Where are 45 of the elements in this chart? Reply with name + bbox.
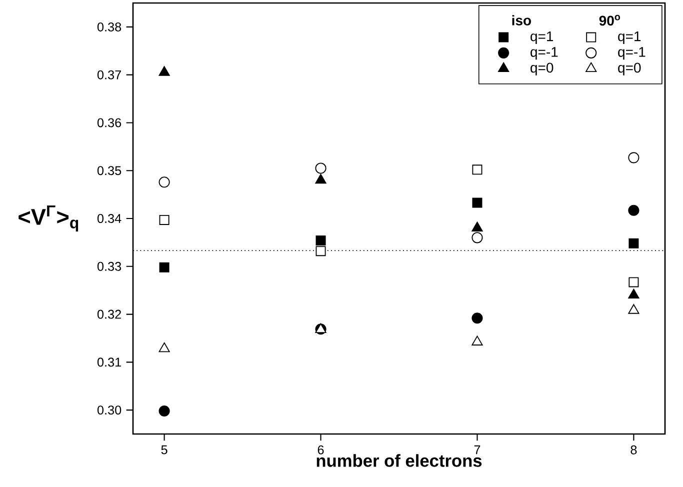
point	[159, 262, 170, 272]
point	[472, 222, 483, 232]
y-tick-label: 0.33	[97, 262, 122, 271]
annotation: iso	[512, 15, 532, 26]
x-tick-label: 5	[161, 445, 168, 454]
point	[158, 405, 170, 417]
y-tick-label: 0.37	[97, 70, 121, 80]
point	[472, 312, 483, 324]
point	[472, 164, 482, 175]
point	[628, 204, 640, 216]
point	[628, 152, 640, 164]
legend-label: q=1	[618, 31, 641, 44]
y-tick-label: 0.38	[97, 22, 122, 32]
y-tick-label: 0.31	[97, 358, 121, 367]
point	[472, 198, 482, 208]
y-tick-label: 0.32	[97, 310, 121, 319]
legend-label: q=0	[618, 62, 641, 76]
point	[158, 176, 170, 188]
y-tick-label: 0.36	[97, 118, 122, 128]
point	[628, 277, 639, 288]
point	[315, 162, 326, 174]
y-tick-label: 0.35	[97, 166, 122, 176]
point	[628, 288, 640, 299]
x-axis-title: number of electrons	[316, 454, 482, 467]
x-tick-label: 7	[474, 445, 480, 454]
point	[628, 238, 639, 248]
y-axis-title: <V$^{Γ}$>$_{q}$	[18, 205, 78, 232]
point	[472, 336, 483, 346]
point	[628, 304, 640, 314]
x-tick-label: 6	[318, 445, 324, 454]
y-tick-label: 0.34	[97, 214, 122, 223]
legend-label: q=-1	[618, 47, 646, 60]
legend-label: q=1	[530, 31, 554, 44]
x-tick-label: 8	[630, 445, 637, 454]
point	[316, 246, 326, 256]
point	[159, 214, 170, 225]
point	[315, 174, 326, 184]
legend-label: q=-1	[530, 47, 558, 60]
text: 90$^{o}$	[599, 14, 620, 26]
point	[158, 66, 170, 76]
y-tick-label: 0.30	[97, 406, 122, 415]
point	[316, 236, 326, 246]
point	[158, 342, 170, 352]
legend-label: q=0	[530, 62, 554, 76]
point	[472, 232, 483, 244]
